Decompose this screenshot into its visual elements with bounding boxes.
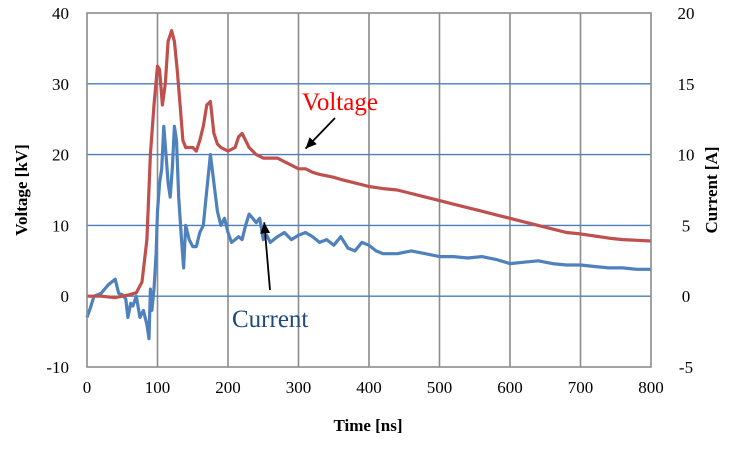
x-tick-label: 500 bbox=[427, 378, 453, 397]
x-tick-label: 600 bbox=[497, 378, 523, 397]
x-tick-label: 300 bbox=[286, 378, 312, 397]
y-left-tick-label: 30 bbox=[52, 75, 69, 94]
x-axis-title: Time [ns] bbox=[333, 416, 402, 435]
y-left-tick-label: 40 bbox=[52, 4, 69, 23]
y-left-tick-label: 0 bbox=[61, 287, 70, 306]
annotation-voltage: Voltage bbox=[302, 89, 378, 116]
y-left-axis-title: Voltage [kV] bbox=[12, 144, 31, 235]
y-right-tick-label: 15 bbox=[678, 75, 695, 94]
x-tick-label: 100 bbox=[145, 378, 171, 397]
annotation-current: Current bbox=[232, 306, 308, 333]
series-layer bbox=[85, 29, 652, 341]
x-tick-label: 200 bbox=[215, 378, 241, 397]
y-right-tick-label: 10 bbox=[678, 146, 695, 165]
y-right-tick-label: -5 bbox=[679, 358, 693, 377]
y-right-tick-label: 5 bbox=[682, 216, 691, 235]
plot-frame bbox=[86, 12, 652, 368]
y-right-tick-label: 0 bbox=[682, 287, 691, 306]
y-left-tick-label: 20 bbox=[52, 146, 69, 165]
plot-border bbox=[86, 12, 652, 368]
grid bbox=[87, 13, 651, 367]
annotation-arrows bbox=[260, 117, 336, 291]
x-tick-label: 400 bbox=[356, 378, 382, 397]
y-left-tick-label: -10 bbox=[46, 358, 69, 377]
annotation-arrow-current bbox=[260, 222, 271, 291]
tick-labels: 0 100 200 300 400 500 600 700 800 -10 0 10 20 30 40 -5 0… bbox=[46, 4, 694, 397]
series-voltage-line bbox=[87, 29, 652, 300]
x-tick-label: 700 bbox=[568, 378, 594, 397]
y-left-tick-label: 10 bbox=[52, 216, 69, 235]
x-tick-label: 800 bbox=[638, 378, 664, 397]
x-tick-label: 0 bbox=[83, 378, 92, 397]
y-right-axis-title: Current [A] bbox=[702, 146, 721, 233]
series-current-line bbox=[85, 124, 651, 341]
y-right-tick-label: 20 bbox=[678, 4, 695, 23]
annotation-arrow-voltage bbox=[304, 117, 336, 150]
